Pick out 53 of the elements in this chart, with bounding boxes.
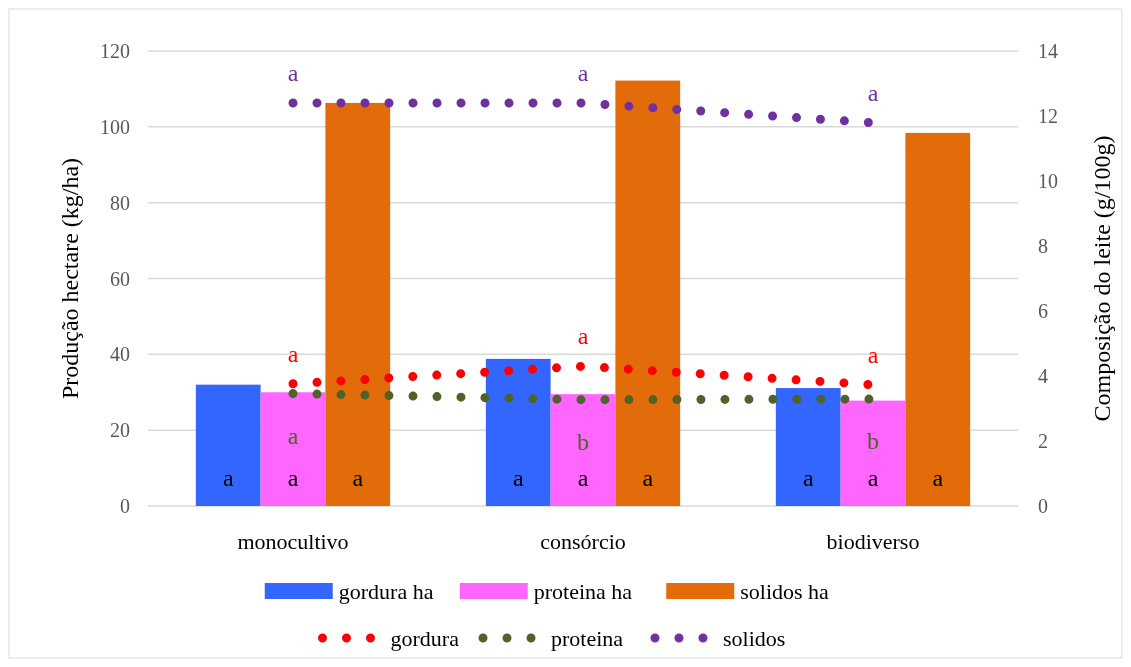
data-label: a	[867, 341, 879, 368]
bar	[905, 132, 971, 506]
bar	[195, 384, 261, 506]
data-label: a	[932, 465, 944, 491]
y-tick-label: 0	[120, 495, 130, 517]
data-label: a	[577, 465, 589, 491]
x-tick-label: monocultivo	[237, 529, 349, 554]
y-tick-label: 60	[110, 267, 130, 290]
data-label: a	[867, 465, 879, 491]
y2-axis-title: Composição do leite (g/100g)	[1089, 135, 1115, 422]
y-tick-label: 40	[110, 343, 130, 366]
legend-label: gordura ha	[338, 579, 434, 604]
y2-tick-label: 8	[1038, 235, 1048, 257]
bar	[485, 358, 551, 506]
legend-label: proteina ha	[533, 579, 633, 604]
y2-tick-label: 2	[1038, 430, 1048, 452]
data-label: b	[867, 428, 879, 455]
x-tick-label: biodiverso	[826, 529, 920, 554]
legend-label: gordura	[390, 626, 460, 651]
data-label: a	[577, 323, 589, 350]
bar	[775, 388, 841, 506]
bar	[840, 400, 906, 506]
y2-tick-label: 0	[1038, 495, 1048, 517]
bar	[325, 102, 391, 506]
bar	[550, 394, 616, 506]
legend-label: solidos ha	[740, 579, 830, 604]
y-tick-label: 80	[110, 191, 130, 214]
data-label: a	[352, 465, 364, 491]
y2-tick-label: 12	[1038, 105, 1058, 127]
data-label: a	[577, 60, 589, 86]
legend-label: solidos	[723, 626, 786, 651]
data-label: a	[512, 465, 524, 491]
y-tick-label: 120	[100, 40, 130, 62]
y2-tick-label: 4	[1038, 365, 1048, 387]
data-label: b	[577, 428, 589, 455]
data-label: a	[867, 79, 879, 106]
bar	[260, 392, 326, 506]
data-label: a	[642, 465, 654, 491]
data-label: a	[222, 465, 234, 491]
data-label: a	[287, 60, 299, 86]
data-label: a	[287, 422, 299, 449]
data-label: a	[287, 465, 299, 491]
y-tick-label: 20	[110, 419, 130, 442]
bar	[615, 80, 681, 506]
y-tick-label: 100	[100, 115, 130, 138]
y2-tick-label: 6	[1038, 300, 1048, 322]
y2-tick-label: 10	[1038, 170, 1058, 192]
data-label: a	[802, 465, 814, 491]
legend-label: proteina	[551, 626, 624, 651]
x-tick-label: consórcio	[540, 529, 626, 554]
y2-tick-label: 14	[1038, 40, 1058, 62]
y-axis-title: Produção hectare (kg/ha)	[57, 157, 83, 400]
data-label: a	[287, 340, 299, 367]
